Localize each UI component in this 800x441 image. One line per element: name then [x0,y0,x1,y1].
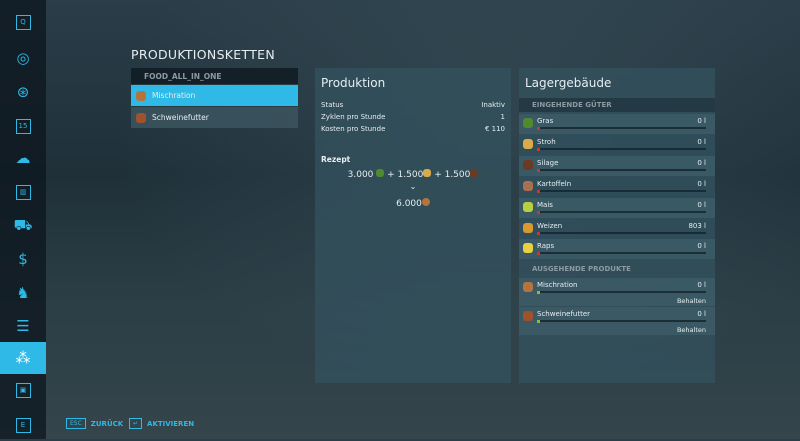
map-icon: ◎ [16,49,30,67]
production-title: Produktion [321,76,386,90]
finances-icon: $ [18,250,28,268]
production-panel: Produktion Status Inaktiv Zyklen pro Stund… [315,68,511,383]
output-mode[interactable]: Behalten [676,326,706,334]
calendar-icon: 15 [15,118,31,134]
help-icon: Q [15,14,31,30]
list-item[interactable]: Schweinefutter [131,107,298,128]
fill-bar [537,291,706,293]
mixed-ration-icon [421,198,430,206]
fill-bar [537,127,706,129]
outgoing-row[interactable]: Mischration 0 l Behalten [519,278,715,306]
fill-indicator [537,210,540,214]
production-icon: ⁂ [15,349,31,367]
fill-indicator [537,168,540,172]
fill-bar [537,147,706,150]
vehicles-icon: ⛟ [13,216,33,234]
sidebar-item-animals[interactable]: ♞ [0,277,46,309]
silage-icon [470,169,479,177]
fill-indicator [537,189,540,193]
sidebar: Q ◎ ⊛ 15 ☁ ▥ ⛟ $ ♞ ☰ ⁂ ▣ E [0,0,46,439]
production-info-row: Status Inaktiv [321,101,505,109]
sidebar-item-weather[interactable]: ☁ [0,142,46,174]
product-icon [523,311,533,321]
fill-bar [537,320,706,322]
sidebar-item-calendar[interactable]: 15 [0,110,46,142]
fill-type-icon [523,222,533,233]
activate-button[interactable]: ↵ AKTIVIEREN [129,418,194,429]
incoming-row: Weizen 803 l [519,218,715,239]
esc-key-icon: ESC [66,418,86,429]
sidebar-item-statistics[interactable]: ▥ [0,176,46,208]
fill-bar [537,210,706,213]
output-mode[interactable]: Behalten [676,297,706,305]
animals-icon: ♞ [16,284,30,302]
production-info-row: Zyklen pro Stunde 1 [321,113,505,121]
sidebar-item-production[interactable]: ⁂ [0,342,46,374]
product-icon [136,90,146,101]
sidebar-item-contracts[interactable]: ☰ [0,310,46,342]
production-info-row: Kosten pro Stunde € 110 [321,125,505,133]
sidebar-item-settings[interactable]: ▣ [0,374,46,406]
settings-icon: ▣ [15,382,31,398]
incoming-row: Kartoffeln 0 l [519,176,715,197]
incoming-row: Mais 0 l [519,197,715,218]
storage-title: Lagergebäude [525,76,612,90]
steering-wheel-icon: ⊛ [16,83,30,101]
sidebar-item-finances[interactable]: $ [0,243,46,275]
sidebar-item-e-key[interactable]: E [0,409,46,441]
fill-bar [537,189,706,192]
fill-type-icon [523,138,533,149]
fill-bar [537,231,706,234]
enter-key-icon: ↵ [129,418,143,429]
recipe-output: 6.000 [315,198,511,209]
fill-type-icon [523,118,533,128]
fill-type-icon [523,201,533,212]
fill-type-icon [523,243,533,254]
contracts-icon: ☰ [16,317,30,335]
sidebar-item-steering-wheel[interactable]: ⊛ [0,76,46,108]
straw-icon [423,169,432,177]
product-icon [136,112,146,123]
fill-type-icon [523,180,533,191]
fill-indicator [537,252,540,256]
e-key-icon: E [15,417,31,433]
fill-indicator [537,147,540,151]
outgoing-row[interactable]: Schweinefutter 0 l Behalten [519,307,715,335]
recipe-inputs: 3.000 + 1.500 + 1.500 [315,169,511,180]
storage-panel: Lagergebäude EINGEHENDE GÜTER AUSGEHENDE… [519,68,715,383]
incoming-row: Silage 0 l [519,155,715,176]
fill-indicator [537,291,540,294]
weather-icon: ☁ [15,149,31,167]
list-item[interactable]: Mischration [131,85,298,106]
incoming-row: Gras 0 l [519,114,715,134]
production-chain-list: FOOD_ALL_IN_ONE Mischration Schweinefutte… [131,68,298,128]
back-button[interactable]: ESC ZURÜCK [66,418,123,429]
fill-indicator [537,231,540,235]
recipe-label: Rezept [321,155,351,164]
outgoing-header: AUSGEHENDE PRODUKTE [532,265,631,273]
fill-type-icon [523,159,533,170]
sidebar-item-vehicles[interactable]: ⛟ [0,210,46,242]
chevron-down-icon: ⌄ [409,182,417,191]
product-icon [523,282,533,292]
grass-icon [376,169,385,177]
fill-indicator [537,320,540,323]
sidebar-item-help[interactable]: Q [0,6,46,38]
incoming-row: Raps 0 l [519,239,715,260]
sidebar-item-map[interactable]: ◎ [0,42,46,74]
fill-bar [537,168,706,171]
fill-indicator [537,127,540,130]
fill-bar [537,252,706,255]
incoming-row: Stroh 0 l [519,134,715,155]
statistics-icon: ▥ [15,184,31,200]
list-header: FOOD_ALL_IN_ONE [131,68,298,84]
page-title: PRODUKTIONSKETTEN [131,47,276,62]
incoming-header: EINGEHENDE GÜTER [519,98,715,112]
